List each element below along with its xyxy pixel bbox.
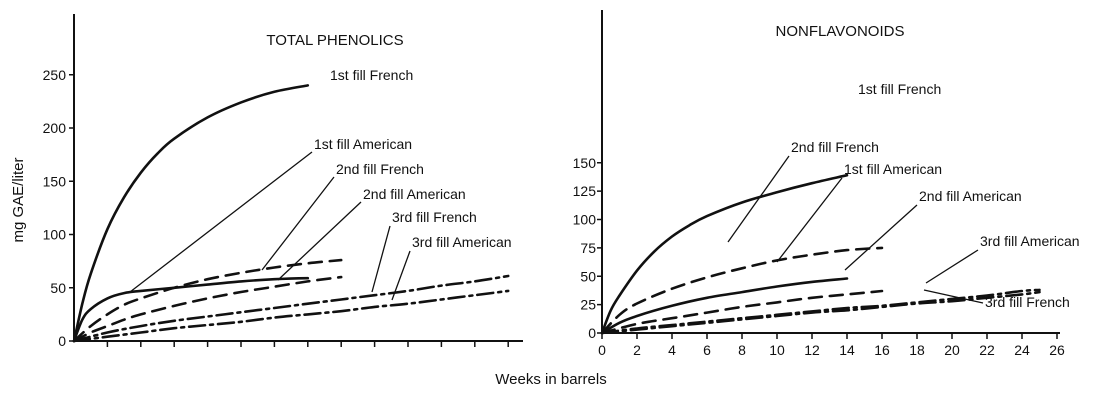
annotation-label: 3rd fill American — [412, 234, 512, 250]
y-tick-label: 100 — [43, 227, 67, 243]
chart-title: NONFLAVONOIDS — [776, 23, 905, 40]
annotation-label: 2nd fill French — [791, 139, 879, 155]
annotation-leader — [923, 289, 984, 304]
annotation-leader — [129, 151, 313, 293]
y-tick-label: 250 — [43, 67, 67, 83]
x-tick-label: 18 — [909, 342, 925, 358]
series-line — [600, 246, 884, 335]
series-line — [72, 276, 310, 343]
series-line — [600, 277, 849, 335]
x-tick-label: 16 — [874, 342, 890, 358]
x-tick-label: 10 — [769, 342, 785, 358]
y-tick-label: 0 — [588, 325, 596, 341]
annotation-label: 1st fill French — [858, 81, 941, 97]
annotation-leader — [391, 250, 411, 301]
x-axis-label: Weeks in barrels — [495, 371, 606, 388]
annotation-leader — [371, 225, 391, 293]
series-line — [72, 289, 510, 343]
axes-group — [73, 14, 523, 342]
y-tick-label: 150 — [573, 155, 597, 171]
annotation-leader — [261, 176, 335, 271]
annotation-leader — [776, 177, 843, 263]
annotation-group: 1st fill French 2nd fill French 1st fill… — [727, 81, 1080, 310]
x-tick-label: 14 — [839, 342, 855, 358]
y-axis-ticks: 0 50 100 150 200 250 — [43, 67, 74, 349]
y-tick-label: 0 — [58, 333, 66, 349]
y-tick-label: 50 — [50, 280, 66, 296]
x-tick-label: 2 — [633, 342, 641, 358]
annotation-label: 3rd fill French — [985, 294, 1070, 310]
annotation-label: 2nd fill American — [919, 188, 1022, 204]
axes-group — [601, 10, 1060, 334]
series-line — [600, 290, 1041, 335]
annotation-label: 2nd fill American — [363, 186, 466, 202]
x-tick-label: 8 — [738, 342, 746, 358]
x-tick-label: 24 — [1014, 342, 1030, 358]
y-tick-label: 75 — [580, 240, 596, 256]
y-tick-label: 50 — [580, 268, 596, 284]
series-line — [72, 275, 343, 343]
annotation-label: 2nd fill French — [336, 161, 424, 177]
x-tick-label: 22 — [979, 342, 995, 358]
total-phenolics-panel: TOTAL PHENOLICS 0 50 100 150 200 250 1st fill… — [43, 14, 523, 349]
x-tick-label: 20 — [944, 342, 960, 358]
series-group — [600, 173, 1041, 335]
y-tick-label: 200 — [43, 120, 67, 136]
annotation-label: 3rd fill American — [980, 233, 1080, 249]
annotation-label: 1st fill French — [330, 67, 413, 83]
annotation-leader — [277, 201, 362, 281]
annotation-group: 1st fill French 1st fill American 2nd fi… — [129, 67, 512, 301]
x-axis-ticks: 0 2 4 6 8 10 12 14 16 18 20 22 24 26 — [598, 333, 1065, 358]
y-axis-ticks: 0 25 50 75 100 125 150 — [573, 155, 602, 341]
annotation-label: 1st fill American — [844, 161, 942, 177]
series-line — [600, 289, 884, 335]
y-tick-label: 25 — [580, 297, 596, 313]
chart-title: TOTAL PHENOLICS — [266, 32, 403, 49]
annotation-label: 1st fill American — [314, 136, 412, 152]
x-tick-label: 6 — [703, 342, 711, 358]
y-tick-label: 150 — [43, 173, 67, 189]
y-axis-label: mg GAE/liter — [10, 157, 27, 242]
y-tick-label: 125 — [573, 183, 597, 199]
series-line — [72, 84, 310, 343]
annotation-leader — [727, 155, 790, 243]
annotation-label: 3rd fill French — [392, 209, 477, 225]
annotation-leader — [844, 204, 918, 271]
x-axis-ticks — [106, 341, 509, 347]
series-group — [72, 84, 510, 343]
annotation-leader — [925, 249, 979, 284]
x-tick-label: 26 — [1049, 342, 1065, 358]
series-line — [72, 258, 343, 343]
x-tick-label: 0 — [598, 342, 606, 358]
x-tick-label: 4 — [668, 342, 676, 358]
x-tick-label: 12 — [804, 342, 820, 358]
series-line — [72, 274, 510, 343]
y-tick-label: 100 — [573, 212, 597, 228]
series-line — [600, 173, 849, 335]
